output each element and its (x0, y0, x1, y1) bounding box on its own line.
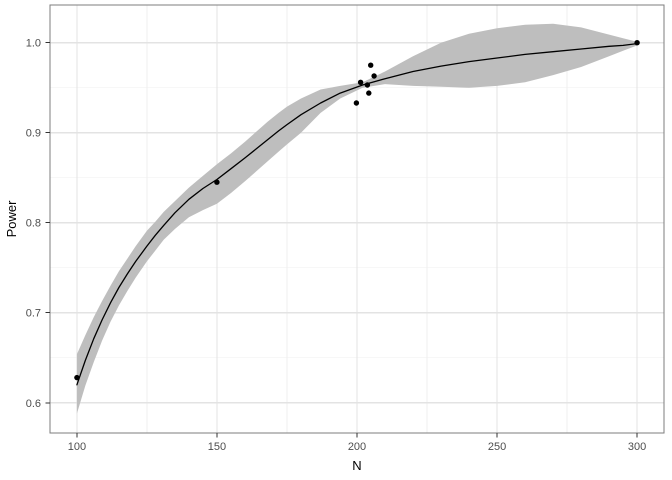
x-tick-label: 100 (68, 441, 86, 453)
x-tick-label: 300 (628, 441, 646, 453)
y-tick-label: 0.7 (26, 308, 41, 320)
data-point (357, 79, 364, 86)
y-tick-label: 0.8 (26, 218, 41, 230)
confidence-ribbon (76, 23, 638, 414)
x-tick-label: 150 (208, 441, 226, 453)
data-point (364, 82, 371, 88)
x-axis-title: N (352, 458, 361, 473)
major-gridlines (50, 5, 664, 433)
y-tick-labels: 0.6 0.7 0.8 0.9 1.0 (26, 38, 41, 410)
data-point (366, 90, 372, 96)
data-point (634, 40, 640, 46)
y-tick-label: 0.6 (26, 398, 41, 410)
x-tick-label: 250 (488, 441, 506, 453)
data-point (74, 374, 80, 381)
y-axis-title: Power (4, 200, 19, 238)
axis-ticks (45, 42, 638, 438)
x-tick-label: 200 (348, 441, 366, 453)
data-point (371, 73, 377, 79)
data-point (353, 100, 360, 106)
y-tick-label: 0.9 (26, 128, 41, 140)
y-tick-label: 1.0 (26, 38, 41, 50)
data-point (368, 62, 374, 68)
smooth-curve (76, 42, 638, 386)
x-tick-labels: 100 150 200 250 300 (68, 441, 647, 453)
data-points (74, 40, 640, 381)
data-point (214, 179, 220, 185)
